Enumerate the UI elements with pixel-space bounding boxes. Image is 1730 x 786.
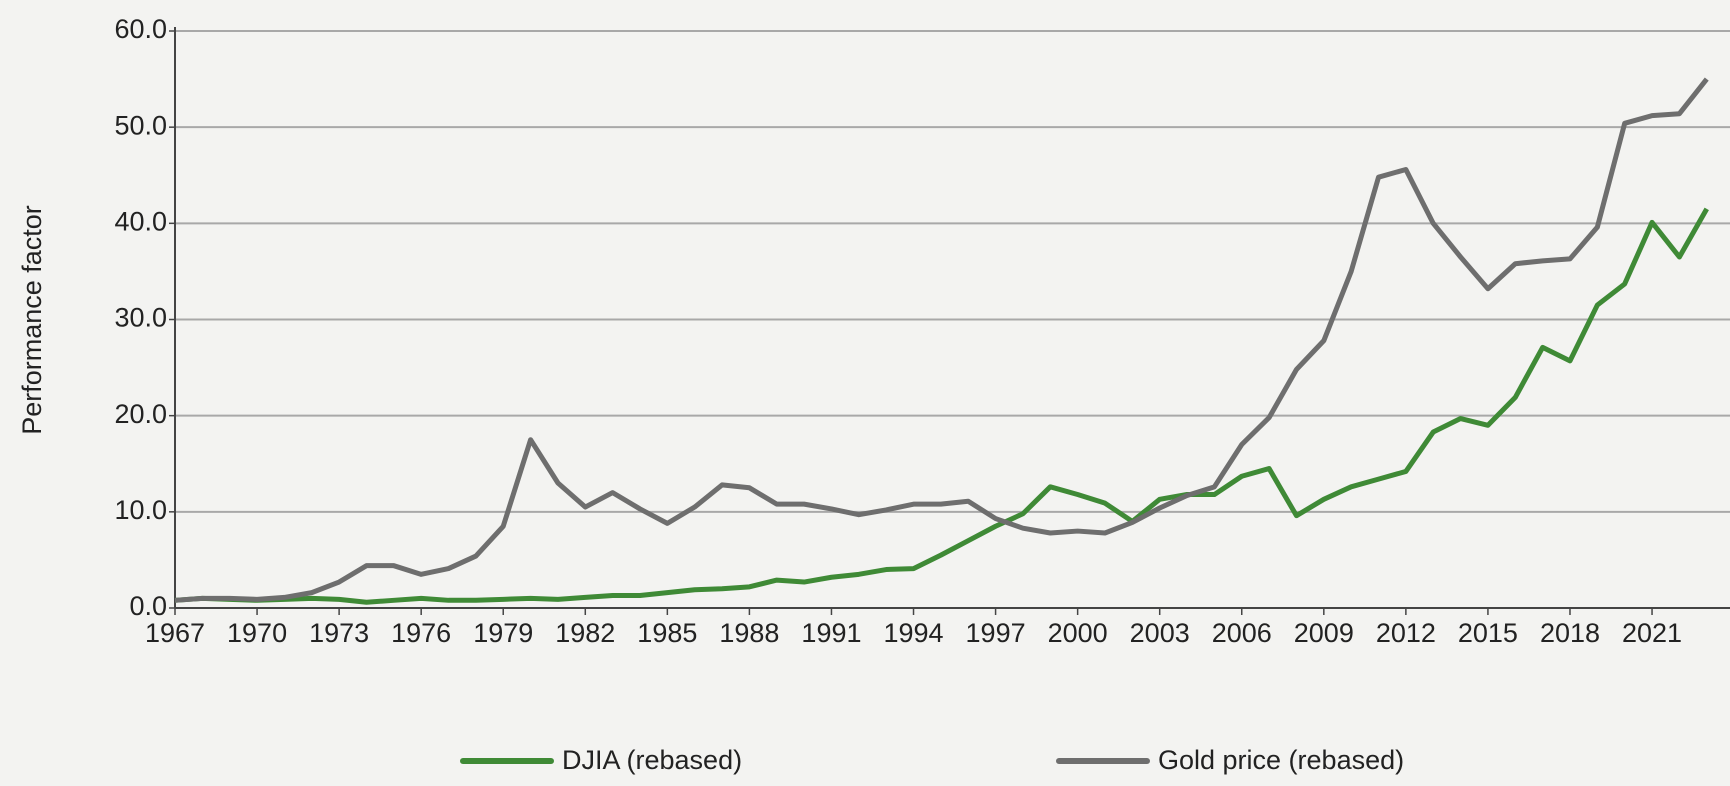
y-tick-label: 0.0: [129, 591, 167, 621]
x-tick-label: 1979: [473, 618, 533, 648]
x-tick-label: 1997: [966, 618, 1026, 648]
x-tick-label: 1985: [637, 618, 697, 648]
series-line: [174, 77, 1709, 603]
x-tick-label: 2000: [1048, 618, 1108, 648]
x-tick-label: 1994: [883, 618, 943, 648]
y-tick-label: 20.0: [114, 399, 167, 429]
y-axis-label: Performance factor: [17, 205, 47, 435]
x-tick-label: 1967: [145, 618, 205, 648]
series-line: [174, 207, 1709, 605]
x-tick-label: 1973: [309, 618, 369, 648]
plot-area: [174, 77, 1709, 605]
x-tick-label: 2015: [1458, 618, 1518, 648]
x-tick-label: 1991: [801, 618, 861, 648]
x-tick-label: 1976: [391, 618, 451, 648]
x-tick-label: 1988: [719, 618, 779, 648]
y-tick-label: 60.0: [114, 14, 167, 44]
legend-label: DJIA (rebased): [562, 745, 742, 775]
x-tick-label: 1970: [227, 618, 287, 648]
x-tick-label: 2018: [1540, 618, 1600, 648]
y-tick-label: 40.0: [114, 206, 167, 236]
x-tick-label: 1982: [555, 618, 615, 648]
x-tick-label: 2009: [1294, 618, 1354, 648]
x-tick-label: 2012: [1376, 618, 1436, 648]
x-tick-label: 2021: [1622, 618, 1682, 648]
x-tick-label: 2003: [1130, 618, 1190, 648]
legend-label: Gold price (rebased): [1158, 745, 1404, 775]
x-tick-label: 2006: [1212, 618, 1272, 648]
y-tick-label: 50.0: [114, 110, 167, 140]
y-tick-label: 30.0: [114, 303, 167, 333]
y-tick-label: 10.0: [114, 495, 167, 525]
